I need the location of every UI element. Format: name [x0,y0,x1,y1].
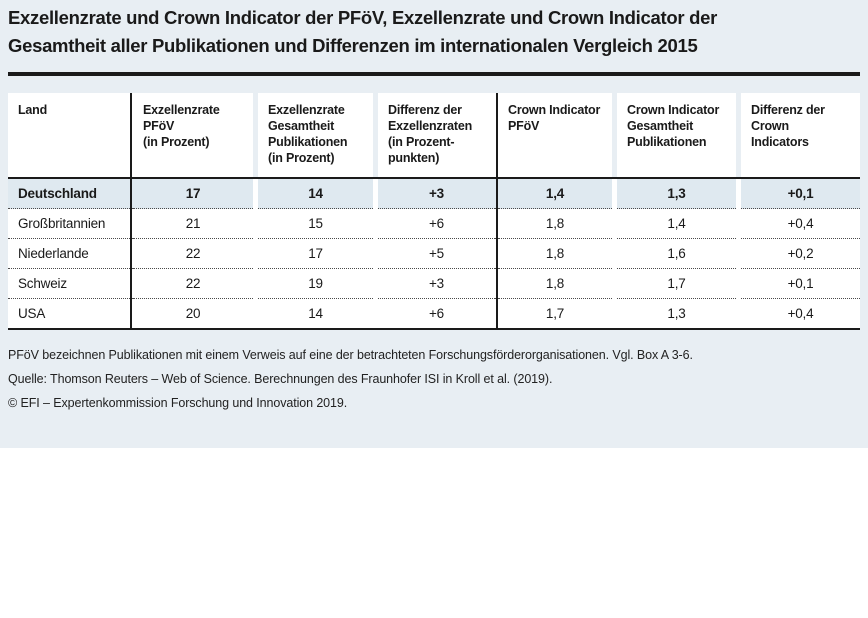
header-cell-exzellenzrate-gesamtheit: Exzellenzrate Gesamtheit Publikationen (… [258,93,373,177]
table-row-deutschland: Deutschland 17 14 +3 1,4 1,3 +0,1 [8,179,860,209]
header-cell-land: Land [8,93,130,177]
figure-panel: Exzellenzrate und Crown Indicator der PF… [0,0,868,448]
value-cell: +3 [378,269,495,299]
value-cell: 1,8 [498,269,612,299]
table-body: Deutschland 17 14 +3 1,4 1,3 +0,1 Großbr… [8,179,860,330]
figure-title-line2: Gesamtheit aller Publikationen und Diffe… [8,35,698,56]
header-cell-exzellenzrate-pfoev: Exzellenzrate PFöV (in Prozent) [133,93,253,177]
table-row-niederlande: Niederlande 22 17 +5 1,8 1,6 +0,2 [8,239,860,269]
figure-title-line1: Exzellenzrate und Crown Indicator der PF… [8,7,717,28]
footnote-pfoev-definition: PFöV bezeichnen Publikationen mit einem … [8,348,693,362]
value-cell: 1,3 [617,179,736,209]
value-cell: +0,2 [741,239,860,269]
figure-title: Exzellenzrate und Crown Indicator der PF… [8,4,860,60]
value-cell: +0,4 [741,209,860,239]
value-cell: +6 [429,306,444,321]
header-cell-differenz-exzellenzraten: Differenz der Exzellenzraten (in Prozent… [378,93,495,177]
table-row-schweiz: Schweiz 22 19 +3 1,8 1,7 +0,1 [8,269,860,299]
column-gap [612,179,617,209]
row-label-cell: Deutschland [8,179,130,209]
vertical-divider-line-left [130,93,132,330]
vertical-divider-line-right [496,93,498,330]
footnotes: PFöV bezeichnen Publikationen mit einem … [8,343,860,415]
value-cell: 1,7 [617,269,736,299]
value-cell: 21 [133,209,253,239]
header-cell-differenz-crown: Differenz der Crown Indicators [741,93,860,177]
column-gap [736,179,741,209]
value-cell: 14 [258,179,373,209]
value-cell: 1,7 [545,306,565,321]
value-cell: 17 [133,179,253,209]
value-cell: 22 [133,239,253,269]
value-cell: 1,8 [498,239,612,269]
footnote-copyright: © EFI – Expertenkommission Forschung und… [8,396,348,410]
value-cell: 19 [258,269,373,299]
value-cell: 1,3 [667,306,686,321]
title-rule [8,72,860,76]
value-cell: +0,1 [741,179,860,209]
row-label-cell: Großbritannien [8,209,130,239]
value-cell: 20 [185,306,201,321]
header-cell-crown-pfoev: Crown Indicator PFöV [498,93,612,177]
value-cell: 17 [258,239,373,269]
header-cell-crown-gesamtheit: Crown Indicator Gesamtheit Publikationen [617,93,736,177]
column-gap [253,179,258,209]
table-header-row: Land Exzellenzrate PFöV (in Prozent) Exz… [8,93,860,179]
value-cell: 14 [308,306,323,321]
value-cell: +5 [378,239,495,269]
table-row-grossbritannien: Großbritannien 21 15 +6 1,8 1,4 +0,4 [8,209,860,239]
value-cell: +0,1 [741,269,860,299]
value-cell: 1,4 [617,209,736,239]
data-table: Land Exzellenzrate PFöV (in Prozent) Exz… [8,93,860,330]
row-label-cell: USA [18,306,46,321]
value-cell: +6 [378,209,495,239]
value-cell: +3 [378,179,495,209]
value-cell: +0,4 [787,306,814,321]
value-cell: 1,6 [617,239,736,269]
value-cell: 1,4 [498,179,612,209]
value-cell: 15 [258,209,373,239]
table-row-usa: USA 20 14 +6 1,7 1,3 +0,4 [8,299,860,328]
footnote-source: Quelle: Thomson Reuters – Web of Science… [8,372,553,386]
value-cell: 22 [133,269,253,299]
value-cell: 1,8 [498,209,612,239]
row-label-cell: Niederlande [8,239,130,269]
row-label-cell: Schweiz [8,269,130,299]
column-gap [373,179,378,209]
